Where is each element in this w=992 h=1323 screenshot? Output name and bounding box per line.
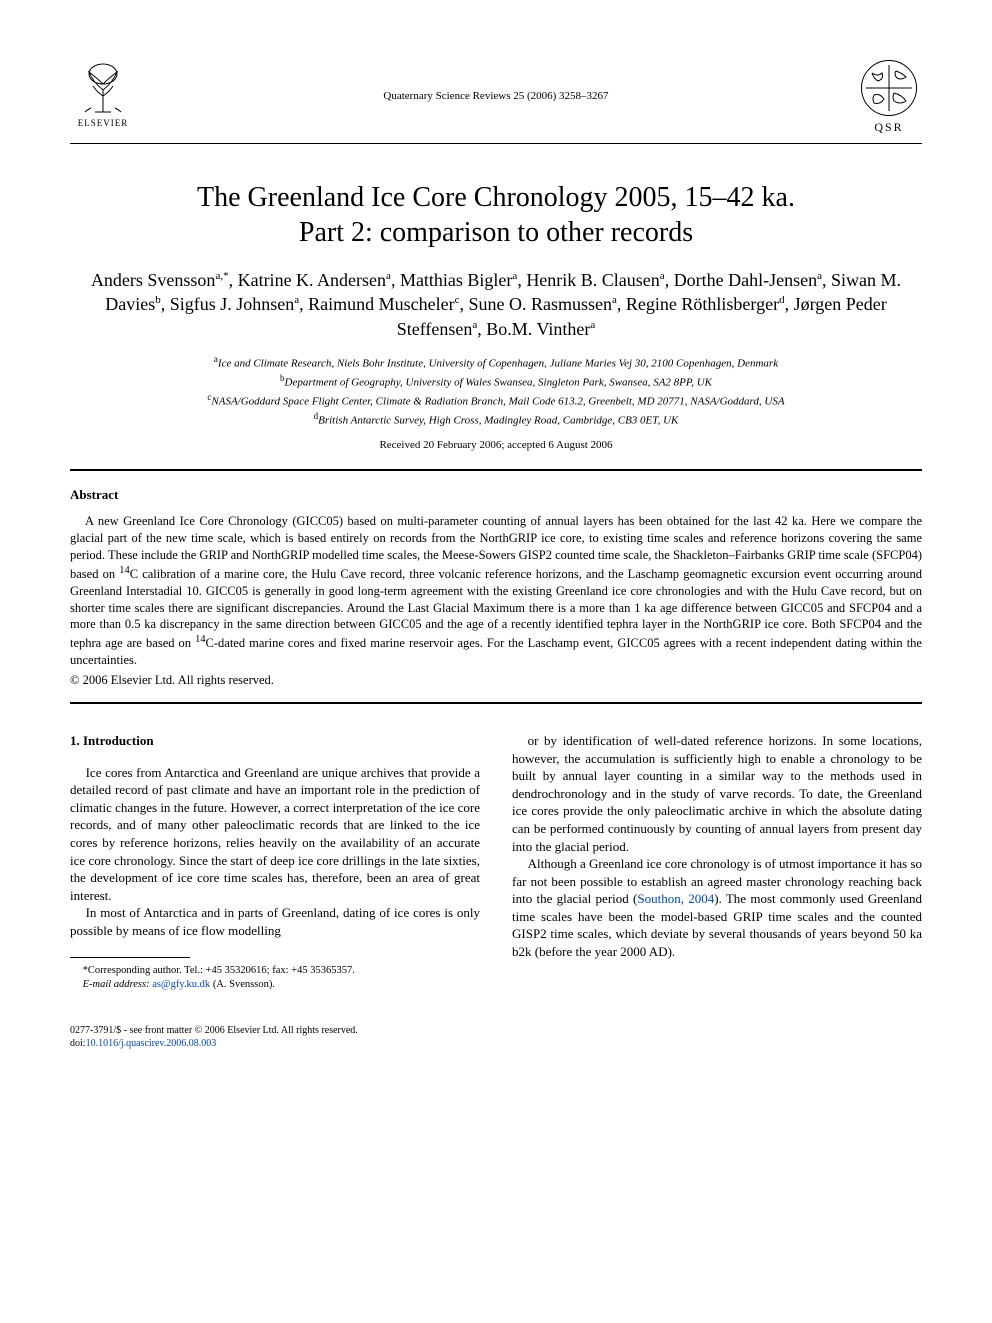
title-line-2: Part 2: comparison to other records [299, 217, 693, 248]
elsevier-logo: ELSEVIER [70, 60, 136, 134]
qsr-logo: QSR [856, 60, 922, 135]
footnote-separator [70, 957, 190, 958]
intro-paragraph-3: or by identification of well-dated refer… [512, 732, 922, 855]
affiliation-c: cNASA/Goddard Space Flight Center, Clima… [70, 391, 922, 410]
section-heading-intro: 1. Introduction [70, 732, 480, 750]
email-after: (A. Svensson). [210, 979, 275, 990]
authors: Anders Svenssona,*, Katrine K. Andersena… [70, 268, 922, 341]
corresponding-email-link[interactable]: as@gfy.ku.dk [152, 979, 210, 990]
abstract-heading: Abstract [70, 487, 922, 503]
body-columns: 1. Introduction Ice cores from Antarctic… [70, 732, 922, 991]
abstract-bottom-rule [70, 702, 922, 704]
affiliation-d: dBritish Antarctic Survey, High Cross, M… [70, 410, 922, 429]
journal-reference: Quaternary Science Reviews 25 (2006) 325… [136, 60, 856, 102]
affiliations: aIce and Climate Research, Niels Bohr In… [70, 353, 922, 429]
front-matter-line: 0277-3791/$ - see front matter © 2006 El… [70, 1024, 358, 1037]
header-rule [70, 143, 922, 144]
intro-paragraph-2: In most of Antarctica and in parts of Gr… [70, 904, 480, 939]
abstract-top-rule [70, 469, 922, 471]
title-line-1: The Greenland Ice Core Chronology 2005, … [197, 182, 795, 213]
elsevier-label: ELSEVIER [78, 118, 129, 128]
doi-line: doi:10.1016/j.quascirev.2006.08.003 [70, 1037, 358, 1050]
column-right: or by identification of well-dated refer… [512, 732, 922, 991]
page-footer: 0277-3791/$ - see front matter © 2006 El… [70, 1024, 922, 1050]
intro-paragraph-1: Ice cores from Antarctica and Greenland … [70, 764, 480, 904]
abstract-paragraph: A new Greenland Ice Core Chronology (GIC… [70, 513, 922, 669]
doi-link[interactable]: 10.1016/j.quascirev.2006.08.003 [86, 1038, 217, 1049]
footer-left: 0277-3791/$ - see front matter © 2006 El… [70, 1024, 358, 1050]
affiliation-a: aIce and Climate Research, Niels Bohr In… [70, 353, 922, 372]
doi-label: doi: [70, 1038, 86, 1049]
qsr-globe-icon [861, 60, 917, 116]
corresponding-author-footnote: *Corresponding author. Tel.: +45 3532061… [70, 964, 480, 991]
elsevier-tree-icon [75, 60, 131, 116]
page-header: ELSEVIER Quaternary Science Reviews 25 (… [70, 60, 922, 135]
corresponding-tel-fax: *Corresponding author. Tel.: +45 3532061… [70, 964, 480, 978]
qsr-label: QSR [874, 120, 903, 135]
intro-paragraph-4: Although a Greenland ice core chronology… [512, 855, 922, 960]
corresponding-email-line: E-mail address: as@gfy.ku.dk (A. Svensso… [70, 978, 480, 992]
abstract-copyright: © 2006 Elsevier Ltd. All rights reserved… [70, 673, 922, 688]
column-left: 1. Introduction Ice cores from Antarctic… [70, 732, 480, 991]
email-label: E-mail address: [83, 979, 150, 990]
article-title: The Greenland Ice Core Chronology 2005, … [70, 180, 922, 250]
affiliation-b: bDepartment of Geography, University of … [70, 372, 922, 391]
received-accepted-dates: Received 20 February 2006; accepted 6 Au… [70, 439, 922, 451]
abstract-body: A new Greenland Ice Core Chronology (GIC… [70, 513, 922, 669]
